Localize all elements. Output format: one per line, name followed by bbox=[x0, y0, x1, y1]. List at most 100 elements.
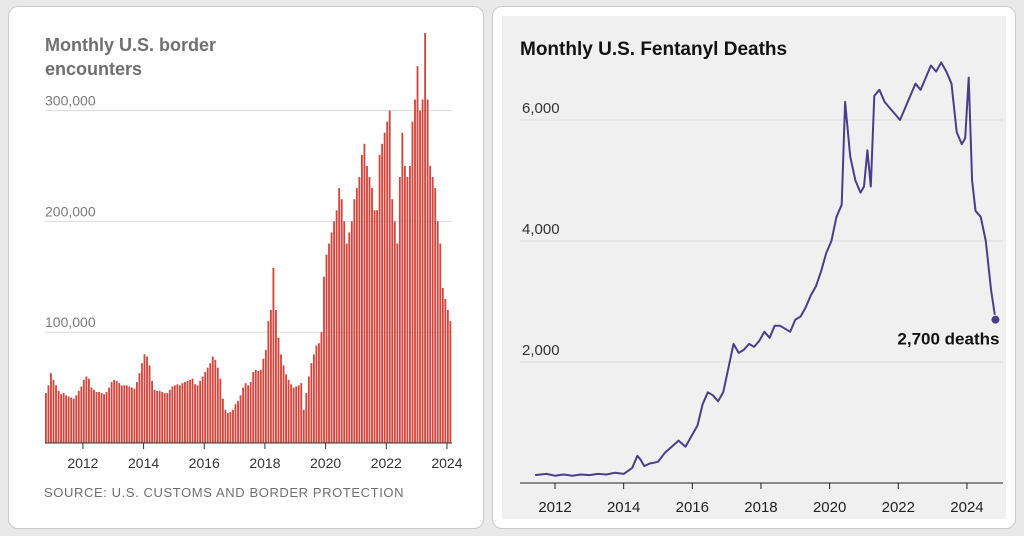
x-tick-label: 2018 bbox=[744, 499, 777, 516]
bar bbox=[209, 363, 212, 443]
fentanyl-chart-title: Monthly U.S. Fentanyl Deaths bbox=[520, 39, 788, 60]
bar bbox=[264, 349, 267, 443]
bar bbox=[143, 354, 146, 443]
bar bbox=[146, 356, 148, 443]
bar bbox=[136, 382, 138, 443]
bar bbox=[95, 392, 98, 443]
bar bbox=[57, 390, 60, 443]
bar bbox=[80, 386, 83, 443]
bar bbox=[234, 404, 237, 443]
bar bbox=[110, 382, 113, 443]
bar bbox=[173, 385, 176, 443]
bar bbox=[120, 385, 123, 443]
bar bbox=[247, 385, 250, 443]
bar bbox=[386, 121, 389, 443]
bar bbox=[85, 376, 88, 443]
bar bbox=[439, 243, 442, 443]
y-tick-label: 2,000 bbox=[522, 342, 560, 359]
bar bbox=[156, 390, 159, 443]
bar bbox=[275, 310, 277, 443]
bar bbox=[148, 365, 151, 443]
bar bbox=[98, 392, 100, 443]
bar bbox=[355, 188, 358, 443]
bar bbox=[292, 387, 295, 443]
bar bbox=[398, 177, 401, 443]
bar bbox=[396, 243, 399, 443]
bar bbox=[441, 287, 444, 443]
bar bbox=[436, 221, 439, 443]
x-tick-label: 2020 bbox=[813, 499, 846, 516]
bar bbox=[103, 394, 105, 443]
bar bbox=[72, 398, 75, 443]
bar bbox=[60, 394, 62, 443]
bar bbox=[409, 165, 411, 444]
bar bbox=[237, 400, 239, 443]
bar bbox=[70, 397, 73, 443]
bar bbox=[383, 132, 386, 443]
bar bbox=[338, 188, 341, 443]
bar bbox=[373, 210, 376, 443]
bar bbox=[257, 370, 260, 443]
bar bbox=[151, 380, 154, 443]
bar bbox=[348, 232, 351, 443]
x-tick-label: 2024 bbox=[950, 499, 983, 516]
bar bbox=[244, 383, 247, 443]
bar bbox=[115, 380, 118, 443]
bar bbox=[401, 132, 404, 443]
bar bbox=[67, 396, 70, 443]
bar bbox=[128, 386, 131, 443]
bar bbox=[171, 386, 174, 443]
bar bbox=[269, 310, 272, 443]
bar bbox=[267, 321, 270, 443]
bar bbox=[318, 343, 320, 443]
bar bbox=[194, 384, 196, 443]
bar bbox=[204, 372, 207, 443]
bar bbox=[249, 382, 252, 443]
bar bbox=[90, 387, 93, 443]
fentanyl-deaths-panel: Monthly U.S. Fentanyl Deaths 2,000 4,000 6… bbox=[492, 6, 1016, 529]
bar bbox=[239, 395, 242, 443]
x-tick-label: 2018 bbox=[249, 455, 280, 471]
bar bbox=[87, 378, 90, 443]
bar bbox=[360, 154, 363, 443]
y-tick-label: 100,000 bbox=[45, 314, 96, 330]
bar bbox=[302, 409, 305, 443]
end-point-annotation: 2,700 deaths bbox=[897, 330, 999, 349]
x-tick-label: 2022 bbox=[371, 455, 402, 471]
bar bbox=[406, 177, 409, 443]
x-tick-label: 2016 bbox=[189, 455, 220, 471]
bar bbox=[262, 358, 265, 443]
bar bbox=[55, 385, 57, 443]
bar bbox=[378, 154, 381, 443]
bar bbox=[77, 390, 80, 443]
bar bbox=[363, 143, 366, 444]
bar bbox=[419, 110, 421, 443]
bar bbox=[285, 374, 287, 443]
border-encounters-panel: Monthly U.S. border encounters 100,000 20… bbox=[8, 6, 484, 529]
x-tick-label: 2014 bbox=[128, 455, 159, 471]
bar bbox=[287, 379, 290, 443]
bar bbox=[82, 379, 85, 443]
bar bbox=[305, 393, 308, 443]
bar bbox=[216, 367, 219, 443]
bar bbox=[414, 99, 416, 444]
bar bbox=[186, 380, 189, 443]
bar bbox=[290, 384, 293, 443]
chart-background bbox=[502, 16, 1006, 519]
bar bbox=[196, 385, 199, 443]
bar bbox=[388, 110, 391, 443]
bar bbox=[108, 387, 111, 443]
bar bbox=[176, 384, 179, 443]
bar bbox=[65, 395, 68, 443]
bar bbox=[163, 393, 166, 443]
bar bbox=[214, 359, 217, 443]
bar bbox=[62, 393, 65, 443]
bar bbox=[105, 392, 108, 443]
bar bbox=[381, 143, 384, 444]
bar bbox=[297, 385, 300, 443]
bar bbox=[252, 372, 255, 443]
bar bbox=[446, 310, 449, 443]
bar bbox=[366, 165, 368, 444]
bar bbox=[199, 380, 202, 443]
bar bbox=[184, 382, 186, 443]
